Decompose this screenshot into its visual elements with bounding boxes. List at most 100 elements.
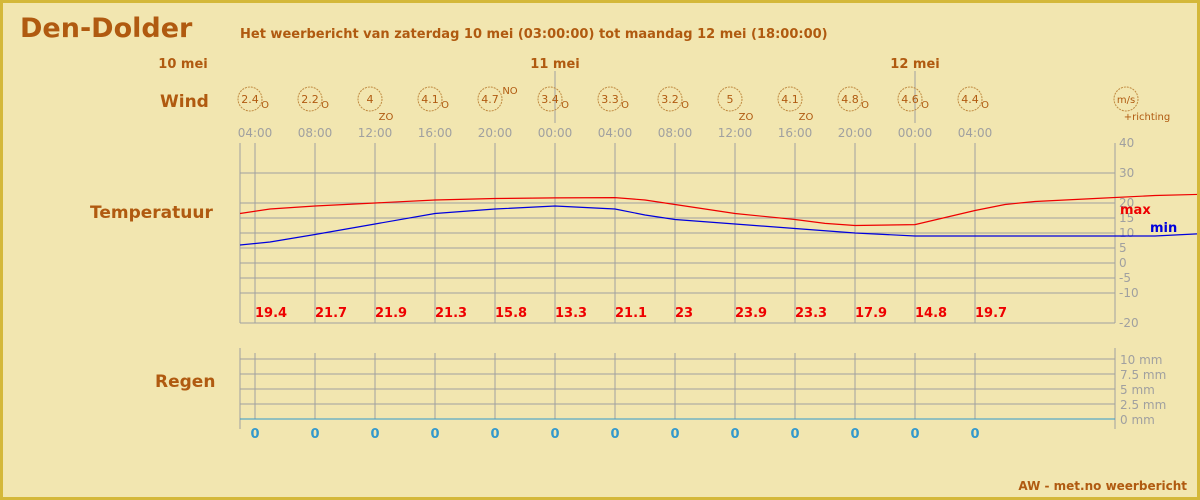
wind-circle xyxy=(477,86,503,112)
temp-ytick-label: 5 xyxy=(1119,241,1127,255)
max-temp-label: 23.3 xyxy=(795,306,827,321)
wind-direction-label: O xyxy=(261,100,269,111)
rain-row-label: Regen xyxy=(155,372,216,392)
wind-direction-label: O xyxy=(981,100,989,111)
city-title: Den-Dolder xyxy=(20,13,193,44)
wind-unit-sub-label: +richting xyxy=(1124,112,1171,123)
rain-ytick-label: 7.5 mm xyxy=(1120,368,1166,382)
temp-ytick-label: 15 xyxy=(1119,211,1134,225)
time-tick-label: 04:00 xyxy=(598,126,633,140)
wind-direction-label: O xyxy=(441,100,449,111)
day-label-2: 12 mei xyxy=(890,57,939,72)
time-tick-label: 00:00 xyxy=(538,126,573,140)
rain-value-label: 0 xyxy=(610,427,619,442)
wind-speed-label: 4.1 xyxy=(421,93,439,106)
max-temp-label: 19.7 xyxy=(975,306,1007,321)
rain-ytick-label: 2.5 mm xyxy=(1120,398,1166,412)
rain-value-label: 0 xyxy=(490,427,499,442)
time-tick-label: 08:00 xyxy=(298,126,333,140)
time-tick-label: 08:00 xyxy=(658,126,693,140)
wind-circle xyxy=(357,86,383,112)
legend-max-label: max xyxy=(1120,203,1151,218)
rain-value-label: 0 xyxy=(730,427,739,442)
rain-value-label: 0 xyxy=(790,427,799,442)
wind-speed-label: 4.4 xyxy=(961,93,979,106)
wind-speed-label: 2.2 xyxy=(301,93,319,106)
max-temp-label: 19.4 xyxy=(255,306,287,321)
wind-circle xyxy=(957,86,983,112)
max-temp-label: 13.3 xyxy=(555,306,587,321)
wind-speed-label: 5 xyxy=(727,93,734,106)
temp-ytick-label: -5 xyxy=(1119,271,1131,285)
rain-value-label: 0 xyxy=(310,427,319,442)
day-label-0: 10 mei xyxy=(158,57,207,72)
wind-speed-label: 4.1 xyxy=(781,93,799,106)
rain-value-label: 0 xyxy=(970,427,979,442)
rain-ytick-label: 10 mm xyxy=(1120,353,1162,367)
wind-speed-label: 3.4 xyxy=(541,93,559,106)
day-label-1: 11 mei xyxy=(530,57,579,72)
wind-circle xyxy=(597,86,623,112)
wind-speed-label: 2.4 xyxy=(241,93,259,106)
wind-direction-label: ZO xyxy=(739,112,754,123)
max-temp-label: 21.3 xyxy=(435,306,467,321)
max-temp-label: 21.9 xyxy=(375,306,407,321)
time-tick-label: 12:00 xyxy=(358,126,393,140)
wind-direction-label: NO xyxy=(502,86,517,97)
rain-value-label: 0 xyxy=(370,427,379,442)
legend-min-label: min xyxy=(1150,221,1177,236)
wind-direction-label: O xyxy=(681,100,689,111)
rain-value-label: 0 xyxy=(550,427,559,442)
max-temp-label: 23 xyxy=(675,306,693,321)
max-temp-label: 23.9 xyxy=(735,306,767,321)
series-line-max xyxy=(239,193,1197,227)
rain-value-label: 0 xyxy=(430,427,439,442)
wind-speed-label: 3.2 xyxy=(661,93,679,106)
time-tick-label: 12:00 xyxy=(718,126,753,140)
max-temp-label: 21.1 xyxy=(615,306,647,321)
max-temp-label: 21.7 xyxy=(315,306,347,321)
source-footer: AW - met.no weerbericht xyxy=(1018,479,1187,493)
wind-speed-label: 3.3 xyxy=(601,93,619,106)
temp-ytick-label: 10 xyxy=(1119,226,1134,240)
max-temp-label: 15.8 xyxy=(495,306,527,321)
time-tick-label: 16:00 xyxy=(778,126,813,140)
temp-ytick-label: 0 xyxy=(1119,256,1127,270)
rain-value-label: 0 xyxy=(850,427,859,442)
wind-circle xyxy=(777,86,803,112)
rain-value-label: 0 xyxy=(910,427,919,442)
time-tick-label: 04:00 xyxy=(238,126,273,140)
wind-direction-label: O xyxy=(921,100,929,111)
wind-circle xyxy=(657,86,683,112)
temp-ytick-label: 40 xyxy=(1119,136,1134,150)
wind-direction-label: O xyxy=(861,100,869,111)
wind-circle xyxy=(537,86,563,112)
wind-direction-label: O xyxy=(561,100,569,111)
time-tick-label: 04:00 xyxy=(958,126,993,140)
wind-direction-label: ZO xyxy=(799,112,814,123)
wind-direction-label: O xyxy=(621,100,629,111)
series-line-min xyxy=(239,205,1197,246)
wind-unit-label: m/s xyxy=(1117,95,1135,106)
wind-speed-label: 4.6 xyxy=(901,93,919,106)
time-tick-label: 16:00 xyxy=(418,126,453,140)
forecast-subtitle: Het weerbericht van zaterdag 10 mei (03:… xyxy=(240,27,828,42)
rain-value-label: 0 xyxy=(250,427,259,442)
wind-circle xyxy=(417,86,443,112)
wind-direction-label: ZO xyxy=(379,112,394,123)
time-tick-label: 20:00 xyxy=(478,126,513,140)
wind-circle xyxy=(237,86,263,112)
max-temp-label: 14.8 xyxy=(915,306,947,321)
wind-direction-label: O xyxy=(321,100,329,111)
wind-unit-circle xyxy=(1113,86,1139,112)
temp-ytick-label: -20 xyxy=(1119,316,1139,330)
temp-ytick-label: 30 xyxy=(1119,166,1134,180)
weather-panel: Den-Dolder Het weerbericht van zaterdag … xyxy=(3,3,1197,497)
temp-ytick-label: 20 xyxy=(1119,196,1134,210)
wind-speed-label: 4 xyxy=(367,93,374,106)
temperature-row-label: Temperatuur xyxy=(90,203,213,223)
max-temp-label: 17.9 xyxy=(855,306,887,321)
time-tick-label: 00:00 xyxy=(898,126,933,140)
wind-row-label: Wind xyxy=(160,92,209,112)
